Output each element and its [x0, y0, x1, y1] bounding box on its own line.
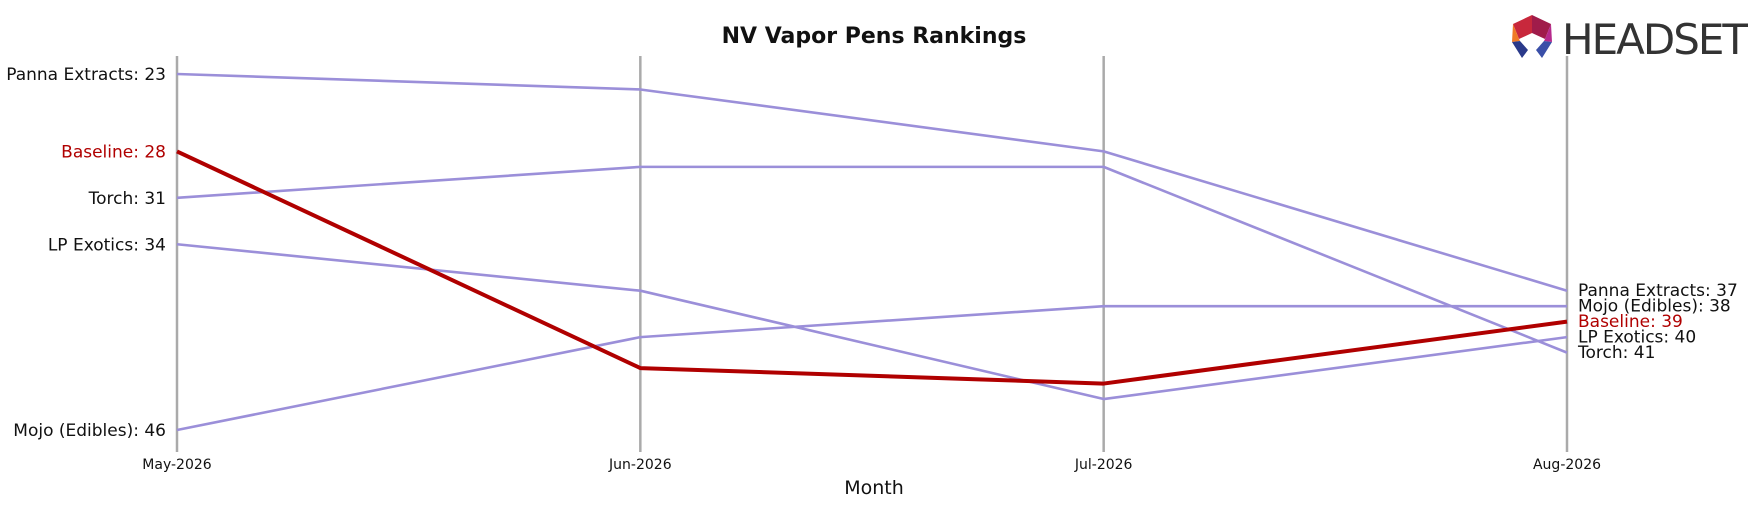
x-tick-label-aug-2026: Aug-2026 [1533, 457, 1601, 473]
month-gridlines [175, 56, 1569, 452]
end-label-baseline: Baseline: 39 [1578, 312, 1683, 332]
start-labels: Panna Extracts: 23 Baseline: 28 Torch: 31 L… [6, 65, 166, 441]
x-tick-label-may-2026: May-2026 [142, 457, 211, 473]
end-label-lp-exotics: LP Exotics: 40 [1578, 328, 1696, 348]
start-label-mojo-edibles: Mojo (Edibles): 46 [13, 421, 166, 441]
series-line-baseline [176, 149, 1568, 386]
series-line-mojo-edibles [176, 304, 1567, 432]
headset-logo: HEADSET [1512, 15, 1748, 64]
series-line-torch [176, 165, 1568, 354]
chart-title: NV Vapor Pens Rankings [722, 24, 1027, 49]
start-label-panna-extracts: Panna Extracts: 23 [6, 65, 166, 85]
series-lines [176, 72, 1568, 432]
x-tick-labels: May-2026 Jun-2026 Jul-2026 Aug-2026 [142, 457, 1601, 473]
end-label-mojo-edibles: Mojo (Edibles): 38 [1578, 297, 1731, 317]
start-label-lp-exotics: LP Exotics: 34 [48, 235, 166, 255]
series-line-lp-exotics [176, 242, 1568, 401]
series-line-panna-extracts [176, 72, 1568, 292]
end-label-torch: Torch: 41 [1577, 343, 1655, 363]
x-axis-label: Month [844, 477, 904, 499]
x-tick-label-jun-2026: Jun-2026 [608, 457, 672, 473]
headset-logo-mark [1512, 15, 1552, 58]
start-label-baseline: Baseline: 28 [61, 142, 166, 162]
start-label-torch: Torch: 31 [88, 189, 166, 209]
x-tick-label-jul-2026: Jul-2026 [1074, 457, 1133, 473]
headset-logo-text: HEADSET [1562, 15, 1748, 64]
end-label-panna-extracts: Panna Extracts: 37 [1578, 281, 1738, 301]
